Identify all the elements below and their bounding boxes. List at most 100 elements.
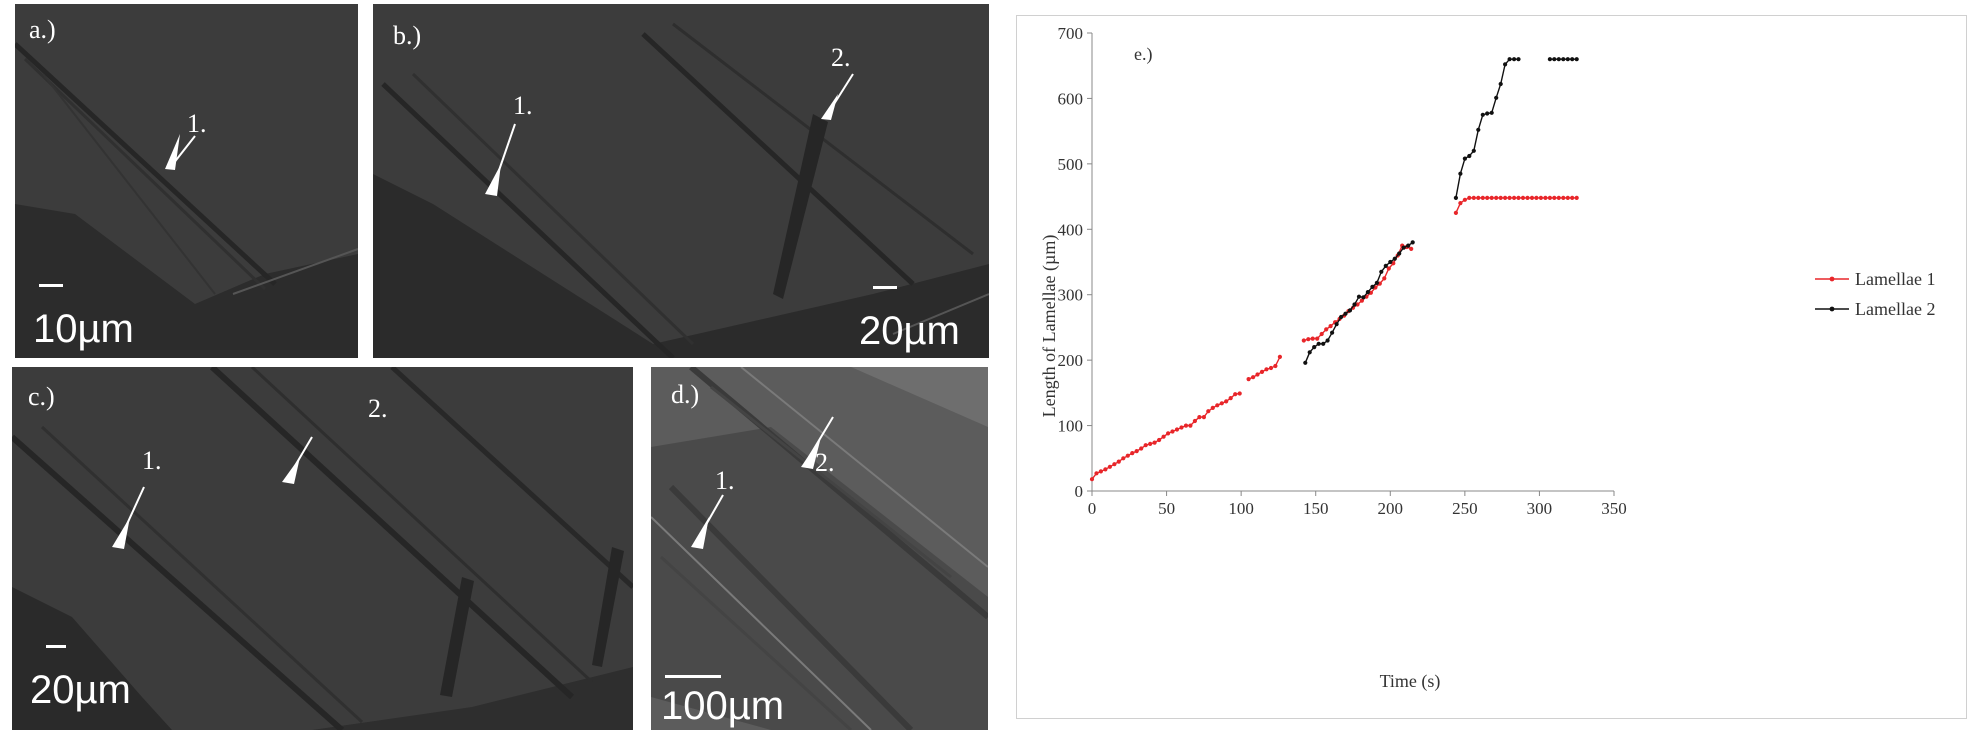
x-tick-label: 250 xyxy=(1452,499,1478,518)
data-point-series-1 xyxy=(1107,464,1112,469)
data-point-series-2 xyxy=(1453,195,1458,200)
data-point-series-1 xyxy=(1574,195,1579,200)
data-point-series-1 xyxy=(1094,471,1099,476)
data-point-series-1 xyxy=(1310,336,1315,341)
panel-c-arrow-2-label: 2. xyxy=(368,394,388,423)
y-tick-label: 300 xyxy=(1058,286,1084,305)
data-point-series-1 xyxy=(1516,195,1521,200)
data-point-series-1 xyxy=(1328,324,1333,329)
data-point-series-2 xyxy=(1512,57,1517,62)
data-point-series-1 xyxy=(1125,453,1130,458)
data-point-series-1 xyxy=(1498,195,1503,200)
data-point-series-1 xyxy=(1306,337,1311,342)
data-point-series-2 xyxy=(1489,110,1494,115)
data-point-series-2 xyxy=(1379,269,1384,274)
data-point-series-1 xyxy=(1315,336,1320,341)
data-point-series-2 xyxy=(1471,148,1476,153)
panel-c-label: c.) xyxy=(28,382,55,411)
legend-marker-1 xyxy=(1829,276,1835,282)
data-point-series-1 xyxy=(1237,391,1242,396)
y-tick-label: 600 xyxy=(1058,89,1084,108)
chart-panel: 0 50 100 150 200 250 300 350 0 100 200 300 400 500 600… xyxy=(1016,15,1967,719)
data-point-series-1 xyxy=(1319,331,1324,337)
data-point-series-1 xyxy=(1098,469,1103,474)
data-point-series-2 xyxy=(1325,338,1330,343)
panel-e-label: e.) xyxy=(1134,44,1152,65)
data-point-series-2 xyxy=(1316,341,1321,346)
data-point-series-1 xyxy=(1134,449,1139,454)
data-point-series-1 xyxy=(1547,195,1552,200)
data-point-series-1 xyxy=(1529,195,1535,200)
series-line-1 xyxy=(1455,197,1577,214)
data-point-series-1 xyxy=(1174,427,1180,432)
data-point-series-2 xyxy=(1356,294,1362,299)
data-point-series-1 xyxy=(1103,467,1108,472)
data-point-series-2 xyxy=(1574,57,1579,62)
panel-d-arrow-1-label: 1. xyxy=(715,466,735,495)
data-point-series-1 xyxy=(1458,201,1463,206)
data-point-series-1 xyxy=(1480,195,1485,200)
x-tick-label: 50 xyxy=(1158,499,1175,518)
data-point-series-1 xyxy=(1273,363,1278,369)
y-tick-label: 100 xyxy=(1058,417,1084,436)
data-point-series-2 xyxy=(1406,243,1411,248)
data-point-series-2 xyxy=(1458,171,1463,176)
data-point-series-2 xyxy=(1321,341,1326,346)
arrow-icon xyxy=(691,517,709,549)
x-axis-label: Time (s) xyxy=(1380,671,1441,692)
panel-a-scale: 10µm xyxy=(33,307,134,351)
data-point-series-2 xyxy=(1343,311,1348,316)
data-point-series-2 xyxy=(1561,57,1566,62)
panel-b-arrow-1-label: 1. xyxy=(513,91,533,120)
data-point-series-2 xyxy=(1361,295,1366,300)
series-line-2 xyxy=(1455,58,1519,199)
panel-b-scale: 20µm xyxy=(859,309,960,353)
data-point-series-2 xyxy=(1330,330,1335,335)
data-point-series-1 xyxy=(1301,338,1306,343)
scale-bar xyxy=(46,645,66,648)
data-point-series-1 xyxy=(1215,403,1220,408)
panel-d-label: d.) xyxy=(671,380,699,409)
data-point-series-1 xyxy=(1228,396,1233,401)
data-point-series-1 xyxy=(1246,377,1251,382)
scale-bar xyxy=(665,675,721,678)
data-point-series-1 xyxy=(1268,365,1274,371)
data-point-series-1 xyxy=(1503,195,1508,200)
data-point-series-2 xyxy=(1307,350,1312,355)
data-point-series-1 xyxy=(1264,367,1269,372)
data-point-series-1 xyxy=(1494,195,1499,200)
data-point-series-1 xyxy=(1201,415,1206,420)
data-point-series-2 xyxy=(1516,57,1521,62)
data-point-series-1 xyxy=(1552,195,1557,200)
panel-d-scale: 100µm xyxy=(661,684,784,728)
data-point-series-1 xyxy=(1161,434,1166,439)
data-point-series-1 xyxy=(1570,195,1575,200)
data-point-series-1 xyxy=(1453,210,1458,215)
data-point-series-1 xyxy=(1206,409,1211,414)
arrow-icon xyxy=(485,164,501,196)
scale-bar xyxy=(39,284,63,287)
data-point-series-1 xyxy=(1386,266,1391,271)
data-point-series-1 xyxy=(1224,399,1229,404)
data-point-series-1 xyxy=(1259,369,1265,374)
data-point-series-2 xyxy=(1503,62,1508,67)
data-point-series-1 xyxy=(1543,195,1548,200)
data-point-series-1 xyxy=(1143,443,1148,448)
data-point-series-1 xyxy=(1170,429,1175,434)
data-point-series-2 xyxy=(1410,240,1415,245)
data-point-series-2 xyxy=(1494,95,1499,100)
data-point-series-2 xyxy=(1498,81,1503,87)
data-point-series-1 xyxy=(1251,375,1256,380)
data-point-series-2 xyxy=(1388,259,1393,265)
data-point-series-1 xyxy=(1409,246,1414,251)
data-point-series-1 xyxy=(1485,195,1490,200)
micrograph-d: d.) 1. 2. 100µm xyxy=(651,367,988,730)
data-point-series-2 xyxy=(1303,360,1308,365)
x-tick-label: 200 xyxy=(1378,499,1404,518)
data-point-series-2 xyxy=(1370,284,1375,289)
legend-marker-2 xyxy=(1829,306,1835,312)
micrograph-a: a.) 1. 10µm xyxy=(15,4,358,358)
data-point-series-2 xyxy=(1480,112,1485,117)
x-tick-label: 350 xyxy=(1601,499,1627,518)
panel-a-label: a.) xyxy=(29,15,56,44)
